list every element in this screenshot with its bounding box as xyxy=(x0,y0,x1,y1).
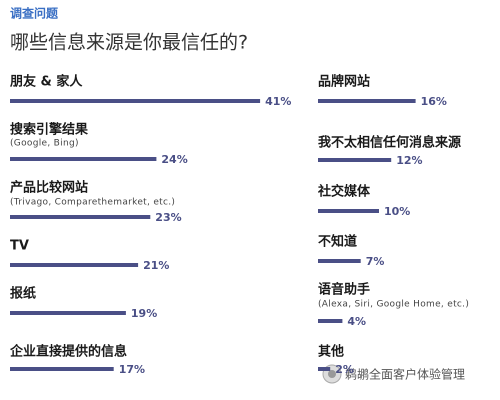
category-label: 朋友 & 家人 xyxy=(9,74,83,90)
category-label: 语音助手 xyxy=(318,282,370,298)
category-note: (Trivago, Comparethemarket, etc.) xyxy=(10,198,175,208)
value-label: 16% xyxy=(421,95,447,108)
bar xyxy=(10,157,157,161)
category-label: 搜索引擎结果 xyxy=(10,122,88,138)
category-label: 产品比较网站 xyxy=(10,180,88,196)
value-label: 17% xyxy=(119,363,145,376)
category-label: 我不太相信任何消息来源 xyxy=(318,135,461,151)
category-note: (Google, Bing) xyxy=(10,139,79,149)
watermark: 鹈鹕全面客户体验管理 xyxy=(345,367,465,382)
category-label: 报纸 xyxy=(10,286,36,302)
category-label: 品牌网站 xyxy=(318,74,370,90)
bar xyxy=(318,158,392,162)
overline: 调查问题 xyxy=(10,6,59,21)
value-label: 2% xyxy=(335,363,354,376)
value-label: 12% xyxy=(396,154,422,167)
bar xyxy=(318,367,331,371)
value-label: 24% xyxy=(161,153,187,166)
value-label: 19% xyxy=(131,307,157,320)
value-label: 4% xyxy=(347,315,366,328)
bar xyxy=(318,319,343,323)
category-label: 企业直接提供的信息 xyxy=(9,344,127,360)
value-label: 23% xyxy=(155,211,181,224)
value-label: 10% xyxy=(384,205,410,218)
category-label: TV xyxy=(10,239,29,254)
category-note: (Alexa, Siri, Google Home, etc.) xyxy=(318,300,469,310)
bar xyxy=(10,215,151,219)
bar xyxy=(318,99,416,103)
bar xyxy=(10,367,114,371)
value-label: 7% xyxy=(366,255,385,268)
bar xyxy=(318,259,361,263)
bar xyxy=(10,263,139,267)
chart-title: 哪些信息来源是你最信任的? xyxy=(10,32,248,54)
category-label: 不知道 xyxy=(318,234,357,250)
value-label: 21% xyxy=(143,259,169,272)
value-label: 41% xyxy=(265,95,291,108)
category-label: 社交媒体 xyxy=(317,184,371,200)
category-label: 其他 xyxy=(318,344,344,360)
bar xyxy=(318,209,379,213)
bar xyxy=(10,311,126,315)
bar xyxy=(10,99,261,103)
